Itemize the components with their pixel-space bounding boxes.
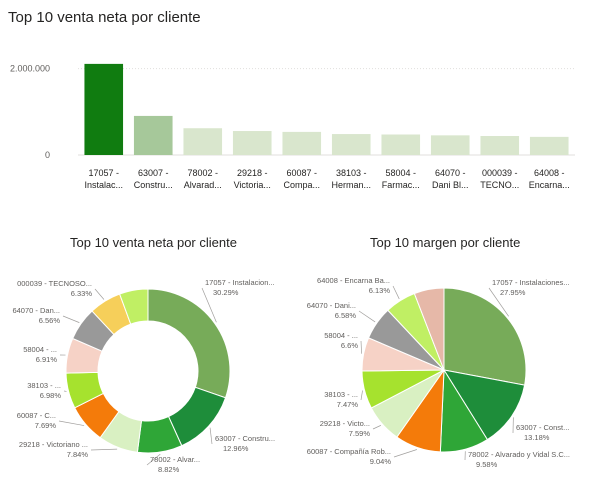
- x-tick-label: 64070 -: [435, 168, 466, 178]
- x-tick-label: 58004 -: [385, 168, 416, 178]
- slice-percent: 30.29%: [213, 288, 239, 297]
- slice-percent: 9.04%: [370, 457, 392, 466]
- slice-percent: 7.69%: [35, 421, 57, 430]
- pie-slice[interactable]: [119, 288, 149, 325]
- pie-slice[interactable]: [442, 369, 526, 441]
- x-tick-label: 78002 -: [187, 168, 218, 178]
- x-tick-label: 17057 -: [88, 168, 119, 178]
- bar[interactable]: [529, 136, 569, 155]
- slice-percent: 6.6%: [341, 341, 358, 350]
- slice-percent: 7.59%: [349, 429, 371, 438]
- bar[interactable]: [331, 134, 371, 155]
- leader-line: [488, 287, 509, 317]
- x-tick-label: 60087 -: [286, 168, 317, 178]
- slice-label: 17057 - Instalacion...: [205, 278, 275, 287]
- bar-chart: 0 2.000.000 17057 - Instalac... 63007 - Const…: [10, 63, 575, 190]
- slice-label: 64070 - Dani...: [307, 301, 356, 310]
- slice-percent: 13.18%: [524, 433, 550, 442]
- x-tick-label: Farmac...: [382, 180, 420, 190]
- slice-percent: 8.82%: [158, 465, 180, 474]
- slice-label: 38103 - ...: [324, 390, 358, 399]
- x-tick-label: Dani Bl...: [432, 180, 469, 190]
- leader-line: [372, 425, 381, 430]
- bar[interactable]: [430, 135, 470, 155]
- x-tick-label: 63007 -: [138, 168, 169, 178]
- slice-label: 58004 - ...: [324, 331, 358, 340]
- slice-label: 60087 - C...: [17, 411, 56, 420]
- y-tick-label: 0: [45, 150, 50, 160]
- leader-line: [393, 449, 417, 458]
- slice-percent: 7.84%: [67, 450, 89, 459]
- bar[interactable]: [84, 63, 124, 155]
- donut-chart-title: Top 10 venta neta por cliente: [70, 235, 237, 250]
- slice-label: 63007 - Constru...: [215, 434, 275, 443]
- leader-line: [360, 390, 363, 401]
- x-tick-label: Constru...: [134, 180, 173, 190]
- x-tick-label: Instalac...: [84, 180, 123, 190]
- leader-line: [146, 453, 161, 466]
- leader-line: [392, 285, 400, 300]
- x-tick-label: TECNO...: [480, 180, 519, 190]
- slice-label: 63007 - Const...: [516, 423, 569, 432]
- slice-label: 78002 - Alvarado y Vidal S.C...: [468, 450, 570, 459]
- slice-percent: 6.13%: [369, 286, 391, 295]
- bar[interactable]: [381, 134, 421, 155]
- leader-line: [209, 427, 213, 445]
- x-tick-label: Herman...: [331, 180, 371, 190]
- slice-label: 000039 - TECNOSO...: [17, 279, 92, 288]
- x-tick-label: 38103 -: [336, 168, 367, 178]
- slice-percent: 6.56%: [39, 316, 61, 325]
- slice-label: 29218 - Victo...: [320, 419, 370, 428]
- x-tick-label: 64008 -: [534, 168, 565, 178]
- slice-percent: 12.96%: [223, 444, 249, 453]
- x-tick-label: Alvarad...: [184, 180, 222, 190]
- bar[interactable]: [282, 131, 322, 155]
- slice-percent: 9.58%: [476, 460, 498, 469]
- x-tick-label: 29218 -: [237, 168, 268, 178]
- slice-label: 64070 - Dan...: [12, 306, 60, 315]
- leader-line: [58, 420, 85, 426]
- bar[interactable]: [480, 136, 520, 155]
- y-tick-label: 2.000.000: [10, 64, 50, 74]
- leader-line: [360, 340, 362, 354]
- pie-slice[interactable]: [413, 287, 445, 371]
- bar-chart-title: Top 10 venta neta por cliente: [8, 9, 201, 26]
- slice-percent: 6.58%: [335, 311, 357, 320]
- pie-chart: 17057 - Instalaciones...27.95% 63007 - Co…: [307, 276, 570, 469]
- slice-percent: 27.95%: [500, 288, 526, 297]
- slice-percent: 6.91%: [36, 355, 58, 364]
- slice-label: 17057 - Instalaciones...: [492, 278, 570, 287]
- slice-percent: 7.47%: [337, 400, 359, 409]
- bar[interactable]: [232, 131, 272, 155]
- leader-line: [201, 287, 217, 323]
- bar[interactable]: [133, 115, 173, 155]
- pie-slice[interactable]: [147, 288, 231, 399]
- slice-label: 60087 - Compañía Rob...: [307, 447, 391, 456]
- slice-percent: 6.98%: [40, 391, 62, 400]
- leader-line: [358, 310, 376, 323]
- leader-line: [94, 288, 105, 300]
- slice-percent: 6.33%: [71, 289, 93, 298]
- slice-label: 78002 - Alvar...: [150, 455, 200, 464]
- x-tick-label: Compa...: [283, 180, 320, 190]
- slice-label: 58004 - ...: [23, 345, 57, 354]
- pie-slice[interactable]: [443, 287, 527, 386]
- leader-line: [90, 448, 118, 451]
- pie-chart-title: Top 10 margen por cliente: [370, 235, 521, 250]
- x-tick-label: Encarna...: [529, 180, 570, 190]
- x-tick-label: 000039 -: [482, 168, 518, 178]
- leader-line: [62, 315, 80, 323]
- slice-label: 38103 - ...: [27, 381, 61, 390]
- donut-chart: 17057 - Instalacion...30.29% 63007 - Cons…: [12, 278, 275, 474]
- slice-label: 64008 - Encarna Ba...: [317, 276, 390, 285]
- x-tick-label: Victoria...: [234, 180, 271, 190]
- slice-label: 29218 - Victoriano ...: [19, 440, 88, 449]
- bar[interactable]: [183, 128, 223, 155]
